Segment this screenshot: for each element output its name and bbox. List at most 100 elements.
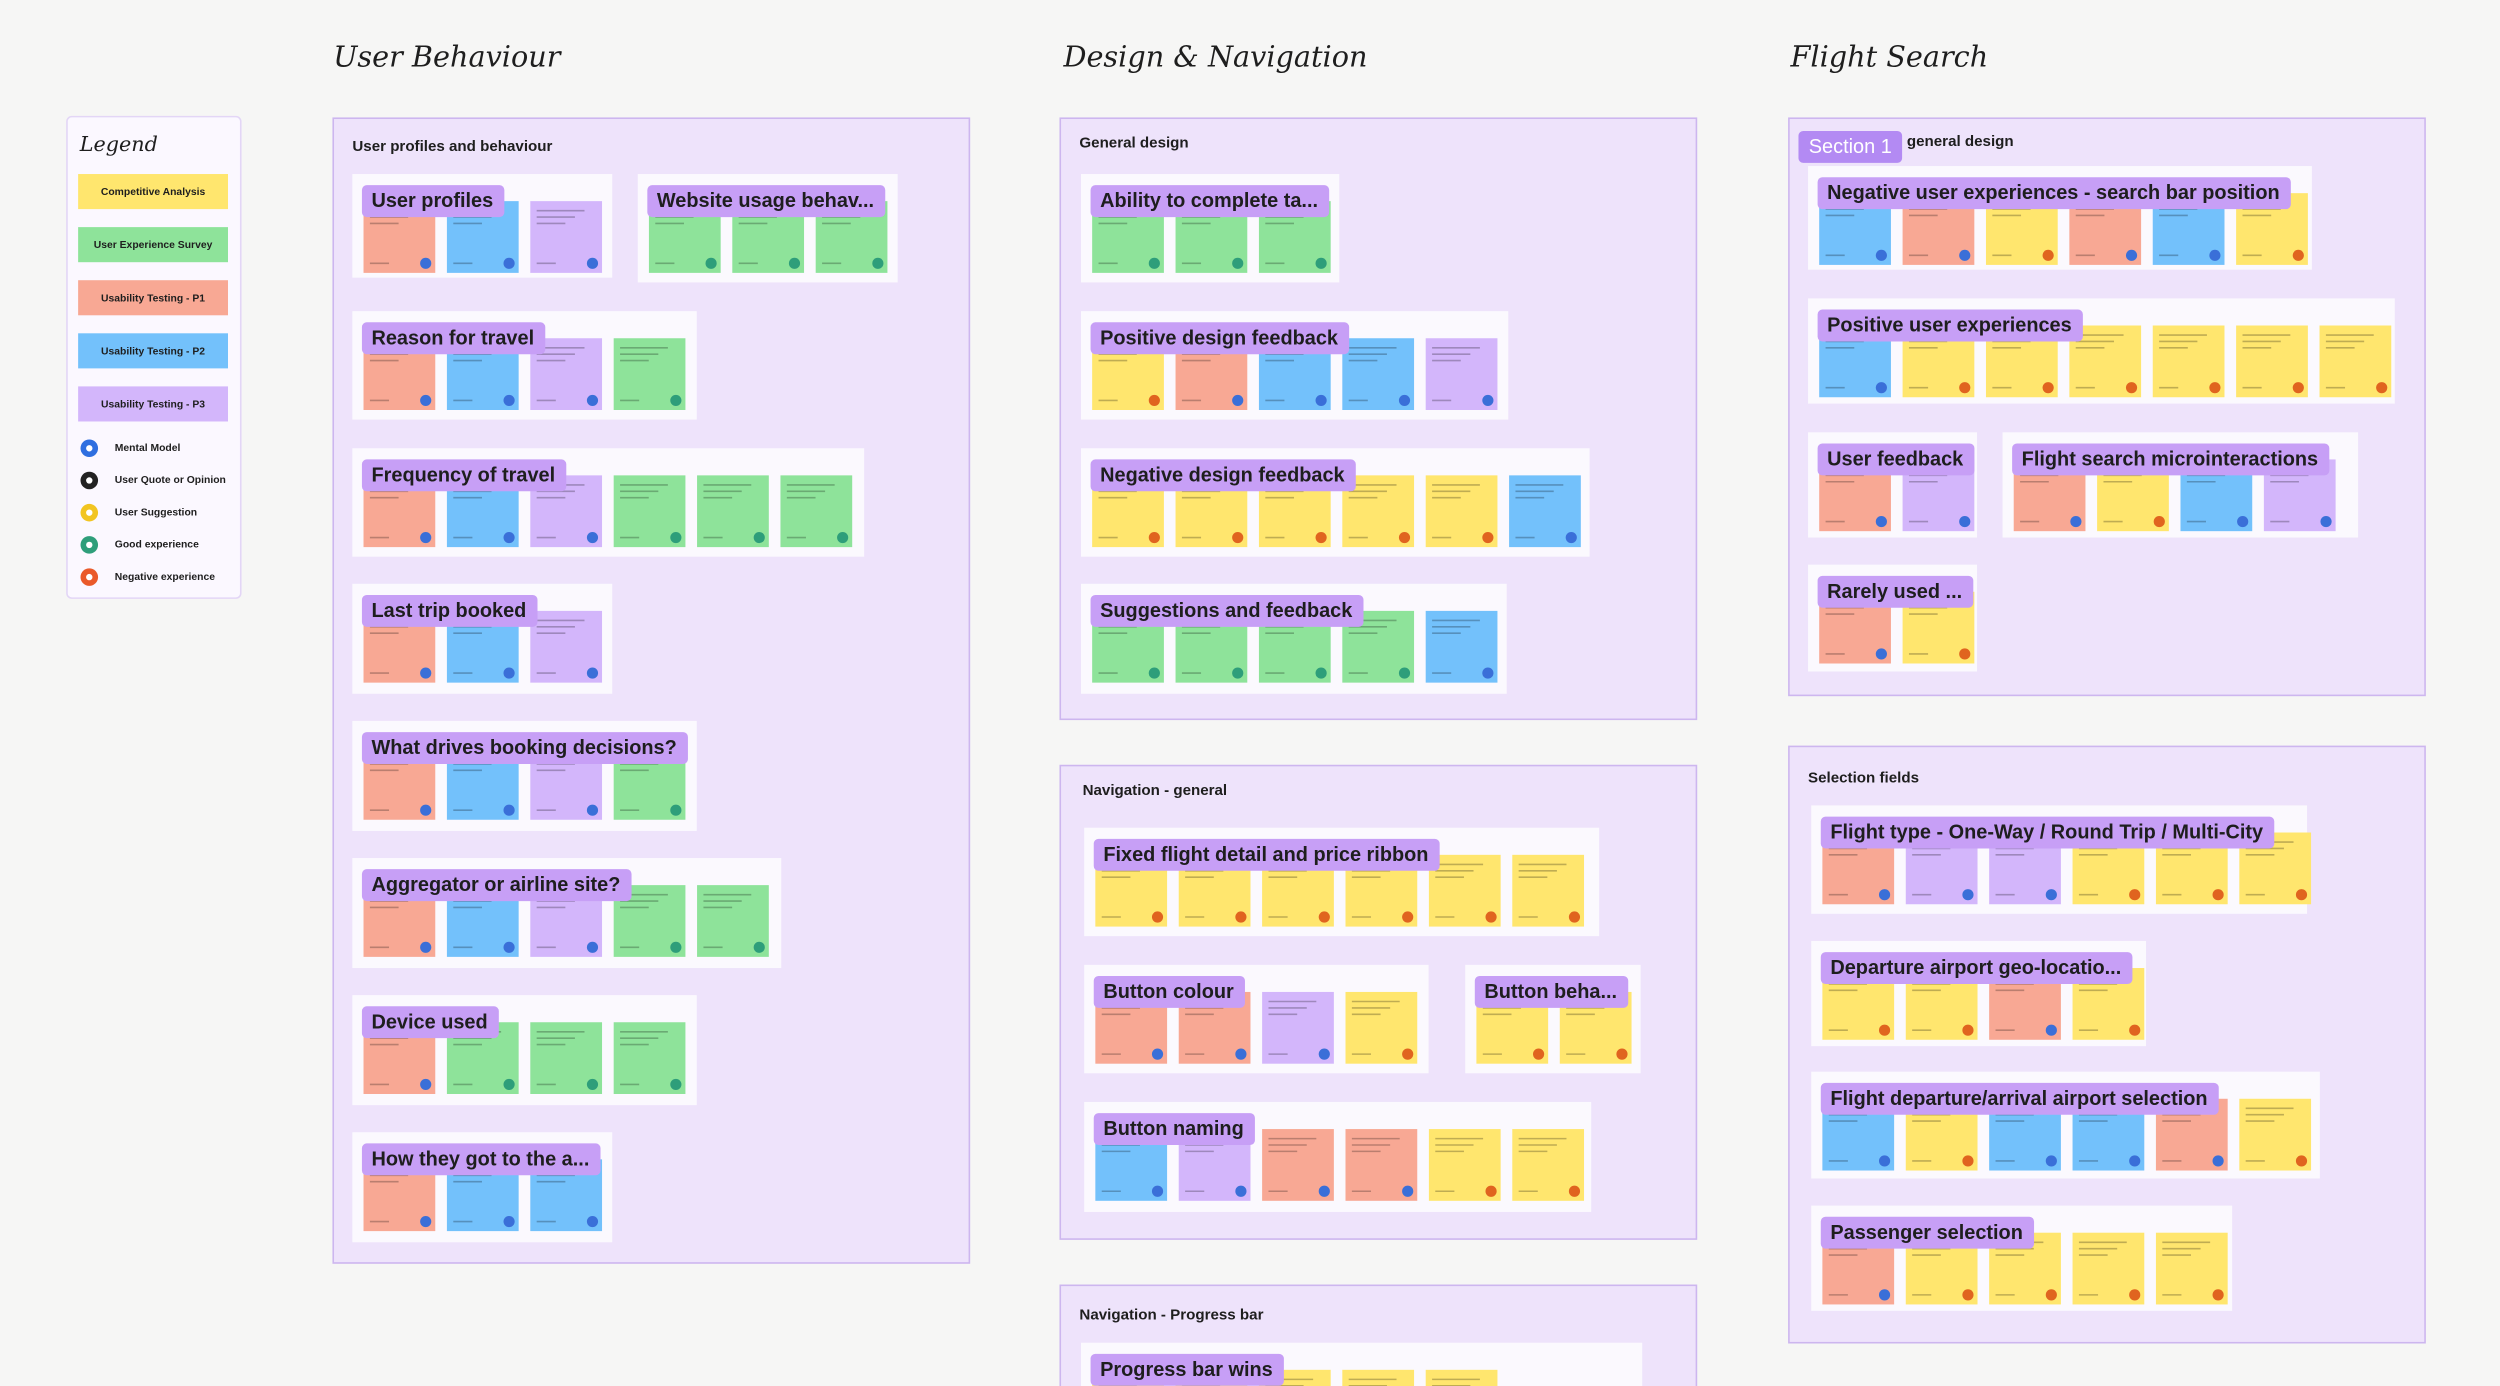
note-icon [1616,1048,1628,1060]
group-label: How they got to the a... [371,1148,589,1170]
legend-swatch [78,227,228,263]
legend-icon-label: Good experience [115,540,199,551]
note-icon [586,804,599,816]
note-icon [1398,394,1411,407]
group-label-pill [1817,575,1974,608]
legend-title: Legend [79,132,158,156]
note-icon [2045,1155,2057,1167]
note-icon [503,804,515,816]
group-label: Suggestions and feedback [1100,600,1353,622]
note-icon [1318,911,1330,923]
note-icon [1151,911,1164,923]
group-label: Website usage behav... [657,190,874,212]
section-title: Selection fields [1808,769,1919,786]
group-label: Device used [371,1011,487,1033]
legend-icon-dot [86,477,93,484]
group-label-pill [361,594,538,627]
legend-item: User Experience Survey [94,240,213,251]
note-icon [1959,516,1971,528]
sticky-note [1425,1369,1498,1386]
note-icon [872,257,884,269]
note-icon [2295,1155,2308,1167]
note-icon [1962,1155,1974,1167]
group-label: Flight type - One-Way / Round Trip / Mul… [1830,822,2263,844]
group-label: Rarely used ... [1827,581,1962,603]
group-label: Negative user experiences - search bar p… [1827,182,2280,204]
note-icon [1875,382,1887,394]
note-icon [420,1215,432,1228]
note-icon [1151,1185,1164,1197]
note-icon [1148,257,1160,269]
group-label: User profiles [371,190,493,212]
group-label-pill [361,185,505,218]
group-label: Ability to complete ta... [1100,190,1318,212]
note-icon [420,1078,432,1091]
note-icon [1878,1289,1891,1301]
note-icon [1235,1185,1247,1197]
note-icon [753,941,765,953]
group-label: Positive user experiences [1827,315,2072,337]
group-label-pill [361,322,546,355]
note-icon [2129,1289,2141,1301]
group-label-pill [1820,952,2133,984]
note-icon [1568,1185,1581,1197]
group-label-pill [1474,976,1629,1008]
note-icon [2292,382,2304,394]
group-label-pill [1090,1353,1284,1386]
note-icon [1482,394,1494,407]
note-icon [1398,667,1411,679]
note-icon [2129,1155,2141,1167]
group-label-pill [1090,594,1364,627]
note-icon [2045,1289,2057,1301]
group-label-pill [361,869,632,902]
sticky-note [1342,1369,1415,1386]
note-icon [2045,1024,2057,1036]
note-icon [2125,249,2138,261]
note-icon [1232,394,1244,407]
note-icon [837,531,849,544]
note-icon [1959,648,1971,660]
note-icon [1962,1289,1974,1301]
note-icon [2045,889,2057,901]
legend-icon-label: User Quote or Opinion [115,475,226,486]
legend-swatch [78,386,228,422]
note-icon [2376,382,2388,394]
group-label-pill [1820,816,2275,849]
note-icon [1232,531,1244,544]
note-icon [705,257,717,269]
note-icon [1565,531,1577,544]
note-icon [670,941,682,953]
legend-icon-label: User Suggestion [115,507,197,518]
group-label-pill [1820,1216,2035,1249]
note-icon [1959,249,1971,261]
column-title: Design & Navigation [1062,40,1367,74]
note-icon [503,667,515,679]
group-label: Frequency of travel [371,464,555,486]
note-icon [670,804,682,816]
note-icon [1148,667,1160,679]
group-label-pill [1090,322,1350,355]
note-icon [420,804,432,816]
column-title: User Behaviour [333,40,562,74]
note-icon [586,257,599,269]
note-icon [1533,1048,1545,1060]
legend-icon-dot [86,541,93,549]
group-label: Button colour [1103,981,1234,1003]
legend-icon-dot [86,573,93,581]
legend-icon-label: Mental Model [115,443,181,454]
group-label-pill [1093,1113,1255,1146]
note-icon [2212,889,2224,901]
note-icon [1235,1048,1247,1060]
note-icon [2212,1155,2224,1167]
note-icon [753,531,765,544]
note-icon [1235,911,1247,923]
section-title: Navigation - Progress bar [1079,1307,1263,1324]
section-title: Navigation - general [1083,782,1228,799]
legend-item: Usability Testing - P3 [101,399,205,410]
note-icon [1482,531,1494,544]
group-label: Fixed flight detail and price ribbon [1103,844,1428,866]
group-label-pill [1090,185,1330,218]
group-label-pill [361,459,567,492]
